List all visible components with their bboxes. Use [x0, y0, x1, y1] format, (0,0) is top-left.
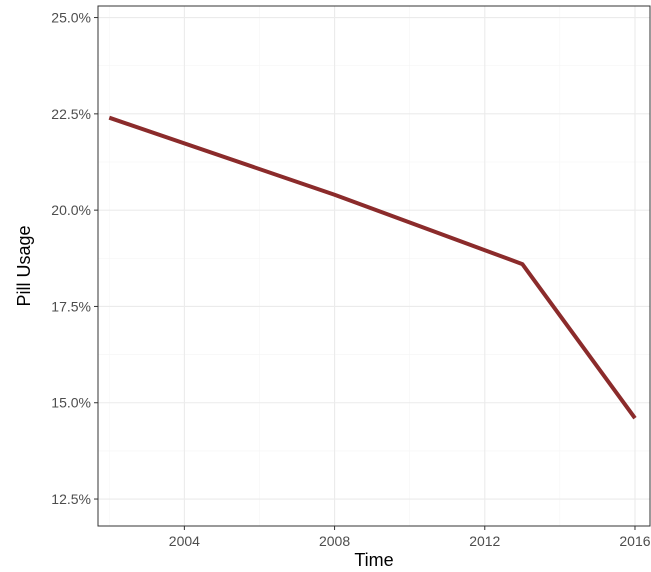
x-tick-label: 2016 [619, 533, 650, 549]
x-tick-label: 2012 [469, 533, 500, 549]
y-tick-label: 17.5% [51, 298, 91, 314]
y-axis-title: Pill Usage [14, 225, 34, 306]
series-layer [108, 115, 637, 420]
x-axis-ticks: 2004 2008 2012 2016 [169, 526, 651, 549]
y-tick-label: 25.0% [51, 10, 91, 26]
y-tick-label: 15.0% [51, 395, 91, 411]
panel-border [97, 5, 651, 527]
y-tick-label: 22.5% [51, 106, 91, 122]
x-tick-label: 2008 [319, 533, 350, 549]
y-tick-label: 12.5% [51, 491, 91, 507]
minor-gridlines [98, 6, 650, 526]
major-gridlines [98, 6, 650, 526]
series-line [108, 115, 637, 420]
x-tick-label: 2004 [169, 533, 200, 549]
y-tick-label: 20.0% [51, 202, 91, 218]
y-axis-ticks: 12.5% 15.0% 17.5% 20.0% 22.5% 25.0% [51, 10, 98, 507]
x-axis-title: Time [354, 550, 393, 570]
